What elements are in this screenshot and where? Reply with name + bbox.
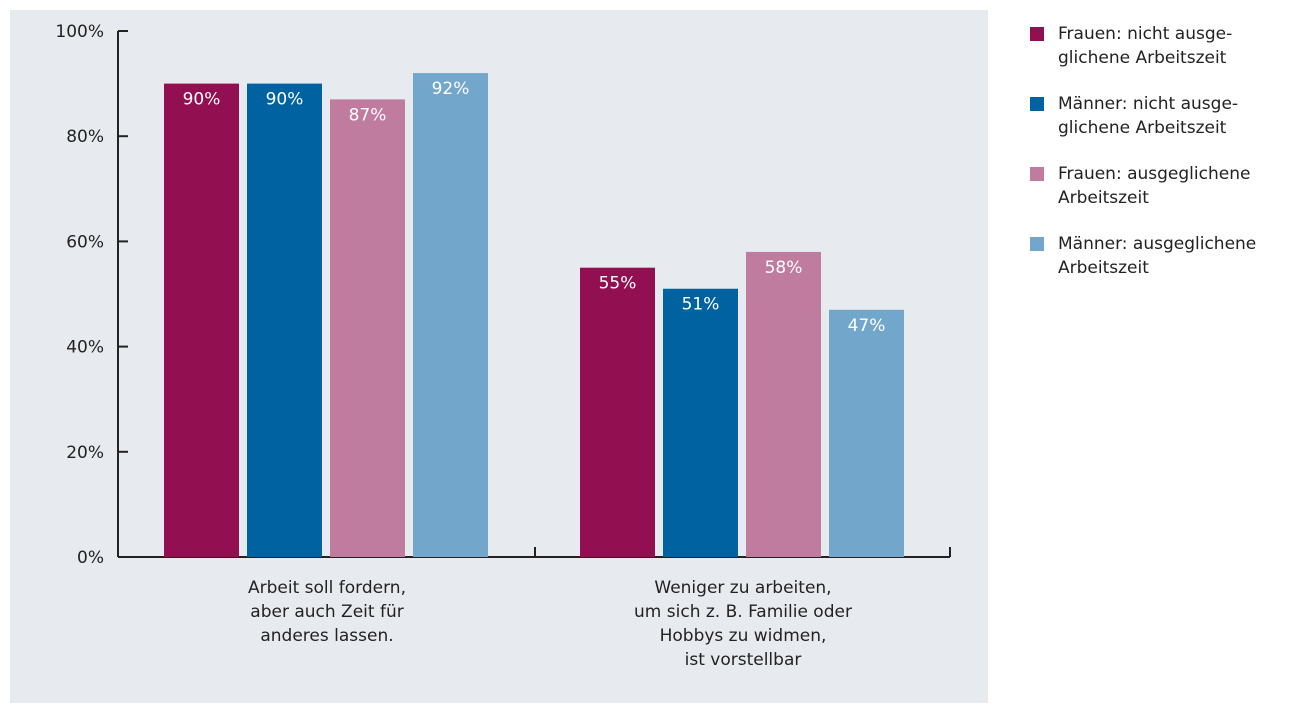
- bar: [746, 251, 821, 558]
- bar: [580, 267, 655, 557]
- bar: [330, 99, 405, 557]
- legend-label: Frauen: nicht ausge- glichene Arbeitszei…: [1058, 24, 1233, 68]
- x-category-label: Hobbys zu widmen,: [660, 626, 827, 646]
- y-tick-label: 40%: [66, 338, 104, 358]
- legend-swatch: [1030, 97, 1044, 111]
- bar-value-label: 58%: [765, 258, 803, 278]
- legend-swatch: [1030, 27, 1044, 41]
- y-tick-label: 100%: [55, 22, 104, 42]
- legend-swatch: [1030, 237, 1044, 251]
- bar-value-label: 55%: [599, 274, 637, 294]
- legend-label: Männer: ausgeglichene Arbeitszeit: [1058, 234, 1257, 278]
- x-category-label: um sich z. B. Familie oder: [634, 602, 852, 622]
- bar: [164, 83, 239, 557]
- y-tick-label: 20%: [66, 443, 104, 463]
- bar-value-label: 92%: [432, 79, 470, 99]
- bar: [413, 73, 488, 557]
- x-category-label: anderes lassen.: [260, 626, 393, 646]
- bar: [663, 288, 738, 557]
- legend-swatch: [1030, 167, 1044, 181]
- legend-item: Frauen: nicht ausge- glichene Arbeitszei…: [1030, 22, 1292, 70]
- y-tick-label: 60%: [66, 232, 104, 252]
- legend-label: Männer: nicht ausge- glichene Arbeitszei…: [1058, 94, 1239, 138]
- y-tick-label: 0%: [77, 548, 104, 568]
- x-category-label: aber auch Zeit für: [250, 602, 403, 622]
- bar-value-label: 90%: [266, 90, 304, 110]
- legend-label: Frauen: ausgeglichene Arbeitszeit: [1058, 164, 1251, 208]
- bar-value-label: 90%: [183, 90, 221, 110]
- x-category-label: Arbeit soll fordern,: [248, 578, 406, 598]
- legend-item: Frauen: ausgeglichene Arbeitszeit: [1030, 162, 1292, 210]
- bar: [829, 309, 904, 557]
- legend: Frauen: nicht ausge- glichene Arbeitszei…: [1030, 22, 1292, 302]
- y-tick-label: 80%: [66, 127, 104, 147]
- x-category-label: Weniger zu arbeiten,: [654, 578, 831, 598]
- bar-chart: 0% 20% 40% 60% 80% 100% 90% 90% 87% 92% 55% 51% 58% 4…: [55, 22, 951, 670]
- bar: [247, 83, 322, 557]
- legend-item: Männer: nicht ausge- glichene Arbeitszei…: [1030, 92, 1292, 140]
- x-category-label: ist vorstellbar: [685, 650, 802, 670]
- legend-item: Männer: ausgeglichene Arbeitszeit: [1030, 232, 1292, 280]
- bar-value-label: 51%: [682, 295, 720, 315]
- bar-value-label: 47%: [848, 316, 886, 336]
- bar-value-label: 87%: [349, 105, 387, 125]
